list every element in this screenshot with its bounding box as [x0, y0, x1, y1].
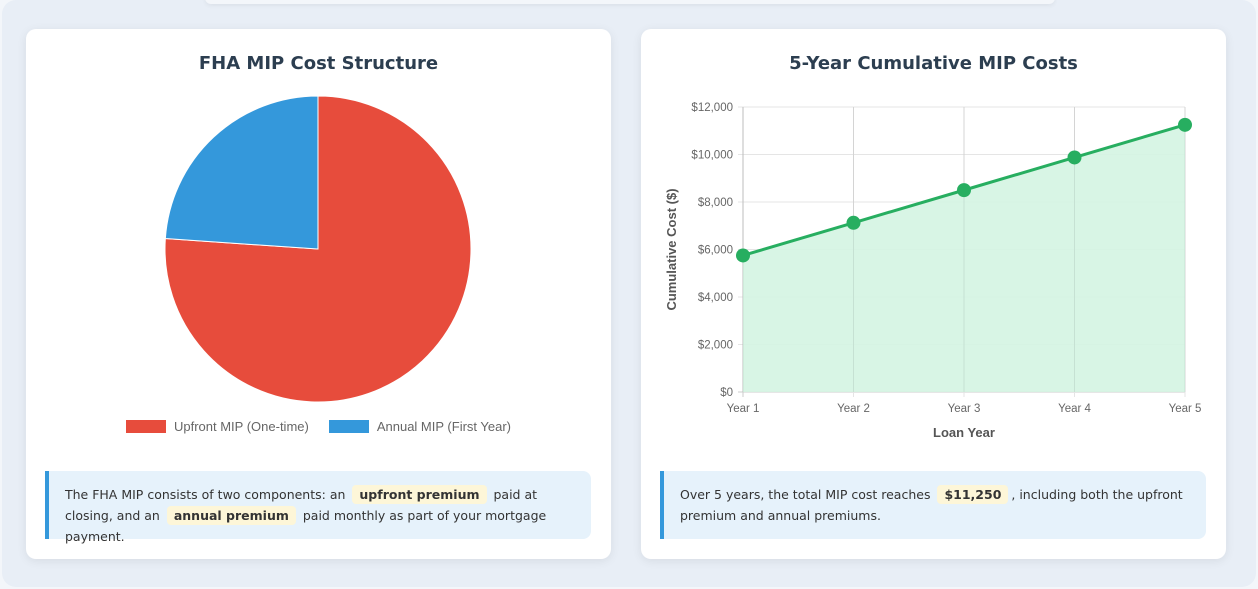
highlight-annual: annual premium [166, 506, 296, 525]
area-fill [743, 124, 1185, 392]
x-axis-title: Loan Year [933, 425, 995, 440]
note-text: paid at closing, and an [65, 487, 538, 523]
highlight-upfront: upfront premium [352, 485, 487, 504]
note-text: , including both the upfront premium and… [680, 487, 1183, 523]
pie-slice-1[interactable] [164, 95, 319, 250]
data-point[interactable] [846, 215, 861, 230]
data-point[interactable] [736, 248, 750, 263]
pie-chart-title: FHA MIP Cost Structure [198, 53, 439, 74]
data-point[interactable] [1067, 150, 1082, 165]
pie-chart [164, 95, 472, 403]
legend-swatch [125, 420, 166, 433]
legend-label: Upfront MIP (One-time) [173, 419, 309, 434]
top-bar [205, 0, 1055, 4]
x-tick-label: Year 2 [837, 403, 870, 415]
note-text: Over 5 years, the total MIP cost reaches [680, 487, 931, 502]
line-info-note: Over 5 years, the total MIP cost reaches… [660, 471, 1206, 539]
y-axis-title: Cumulative Cost ($) [664, 188, 679, 310]
line-chart-title: 5-Year Cumulative MIP Costs [789, 53, 1078, 74]
line-chart-card: 5-Year Cumulative MIP Costs $0 $2,000 $4,0… [641, 29, 1226, 559]
pie-chart-card: FHA MIP Cost Structure Upfront MIP (One-… [26, 29, 611, 559]
y-tick-label: $12,000 [691, 102, 733, 114]
highlight-total: $11,250 [937, 485, 1009, 504]
legend-item-annual[interactable]: Annual MIP (First Year) [328, 419, 511, 434]
pie-legend: Upfront MIP (One-time) Annual MIP (First… [26, 419, 611, 434]
pie-info-note: The FHA MIP consists of two components: … [45, 471, 591, 544]
y-tick-label: $2,000 [698, 340, 733, 352]
y-tick-label: $4,000 [698, 292, 733, 304]
y-tick-label: $6,000 [698, 245, 733, 257]
y-tick-label: $10,000 [691, 150, 733, 162]
legend-item-upfront[interactable]: Upfront MIP (One-time) [125, 419, 309, 434]
line-chart: $0 $2,000 $4,000 $6,000 $8,000 $10,000 $12,000… [664, 102, 1202, 440]
data-point[interactable] [1178, 117, 1192, 132]
legend-label: Annual MIP (First Year) [376, 419, 511, 434]
x-tick-label: Year 1 [727, 403, 760, 415]
x-tick-label: Year 4 [1058, 403, 1091, 415]
note-text: The FHA MIP consists of two components: … [65, 487, 346, 502]
y-tick-label: $0 [720, 387, 733, 399]
note-text: paid monthly as part of your mortgage pa… [65, 508, 547, 544]
pie-slice-0[interactable] [164, 95, 472, 403]
x-tick-label: Year 5 [1169, 403, 1202, 415]
data-point[interactable] [957, 183, 971, 198]
x-tick-label: Year 3 [948, 403, 981, 415]
legend-swatch [328, 420, 369, 433]
y-tick-label: $8,000 [698, 197, 733, 209]
